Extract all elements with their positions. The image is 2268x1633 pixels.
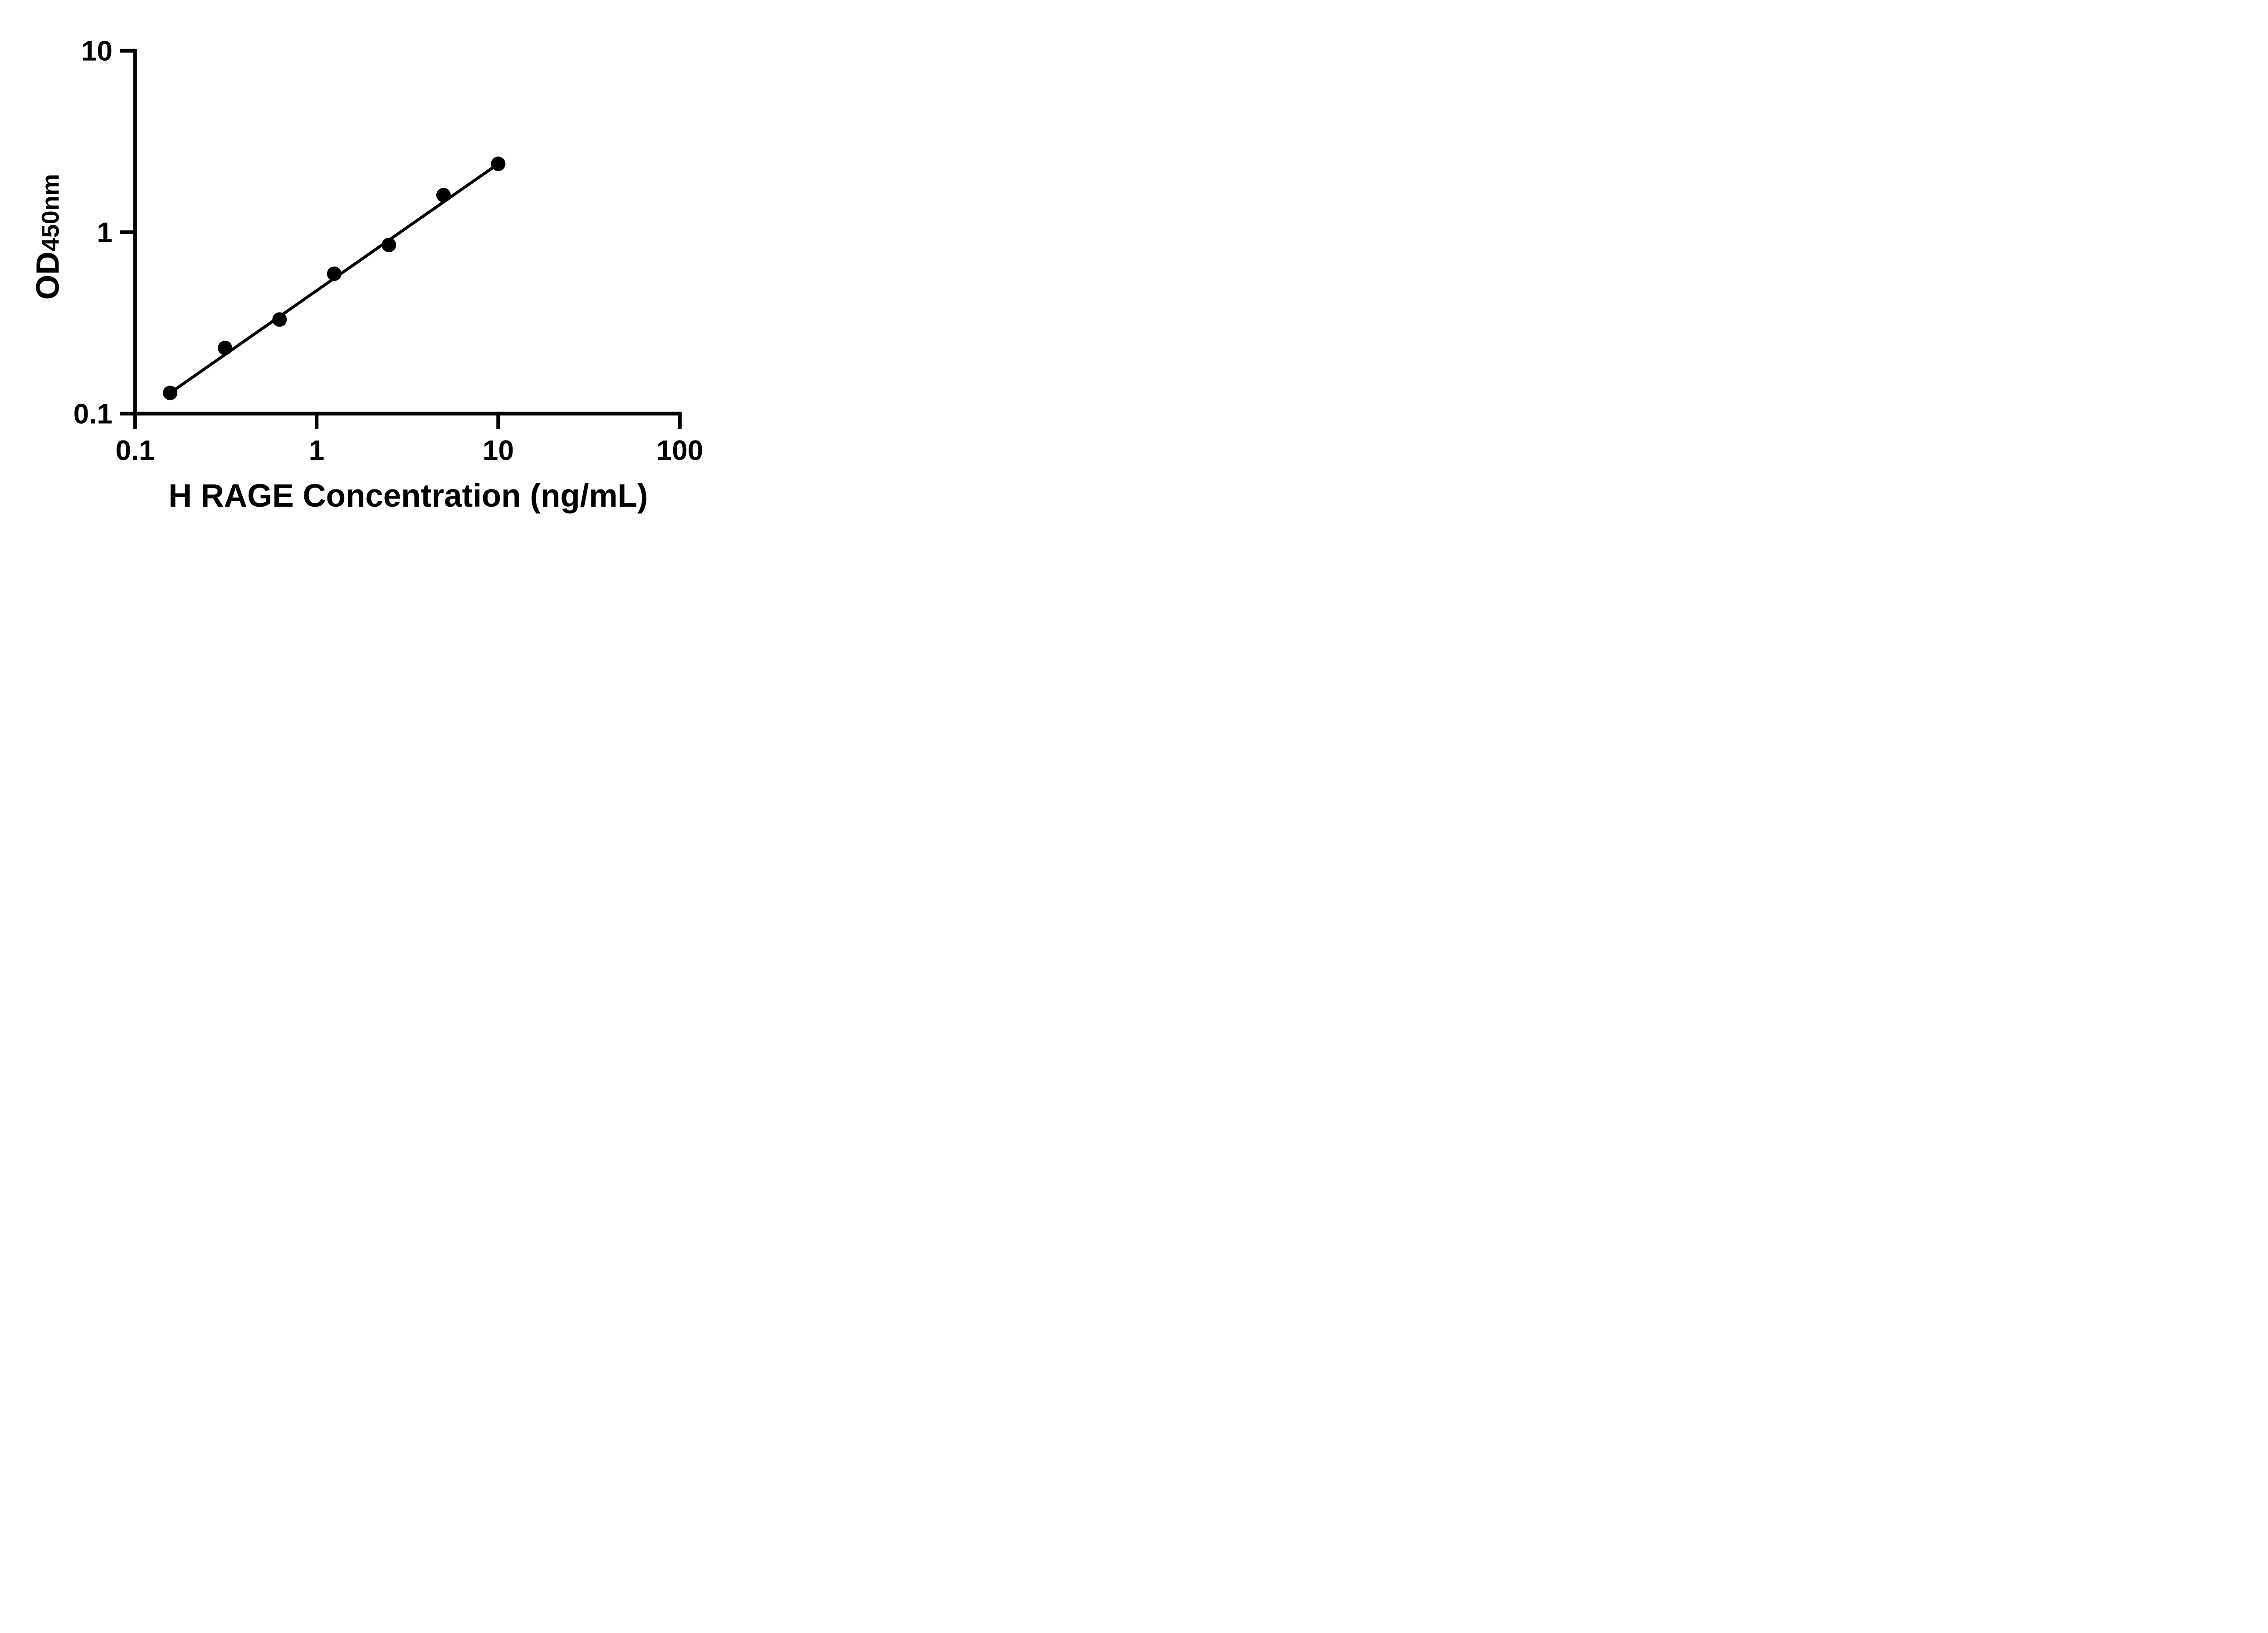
- data-point-marker: [491, 156, 506, 171]
- standard-curve-chart: 0.1 1 10 100 0.1 1 10 H RAGE Concentration (ng…: [30, 36, 704, 514]
- data-point-marker: [381, 238, 396, 253]
- y-tick-label: 0.1: [73, 399, 112, 430]
- data-point-marker: [436, 188, 451, 203]
- plot-series: [163, 156, 506, 401]
- tick-marks: [120, 49, 682, 429]
- x-tick-label: 10: [483, 435, 514, 466]
- elisa-standard-curve-figure: 0.1 1 10 100 0.1 1 10 H RAGE Concentration (ng…: [0, 0, 763, 544]
- x-tick-label: 0.1: [116, 435, 155, 466]
- x-tick-label: 100: [656, 435, 703, 466]
- y-tick-label: 10: [81, 36, 112, 67]
- y-axis-title-main: OD: [30, 251, 66, 300]
- data-point-marker: [272, 312, 287, 327]
- tick-labels: 0.1 1 10 100 0.1 1 10: [73, 36, 704, 467]
- y-axis-title: OD450nm: [30, 174, 66, 300]
- y-axis-title-sub: 450nm: [37, 174, 64, 251]
- data-point-marker: [163, 386, 178, 401]
- data-point-marker: [327, 266, 342, 281]
- x-axis-title: H RAGE Concentration (ng/mL): [168, 478, 648, 514]
- y-tick-label: 1: [97, 217, 112, 249]
- x-tick-label: 1: [309, 435, 324, 466]
- data-point-marker: [218, 341, 233, 356]
